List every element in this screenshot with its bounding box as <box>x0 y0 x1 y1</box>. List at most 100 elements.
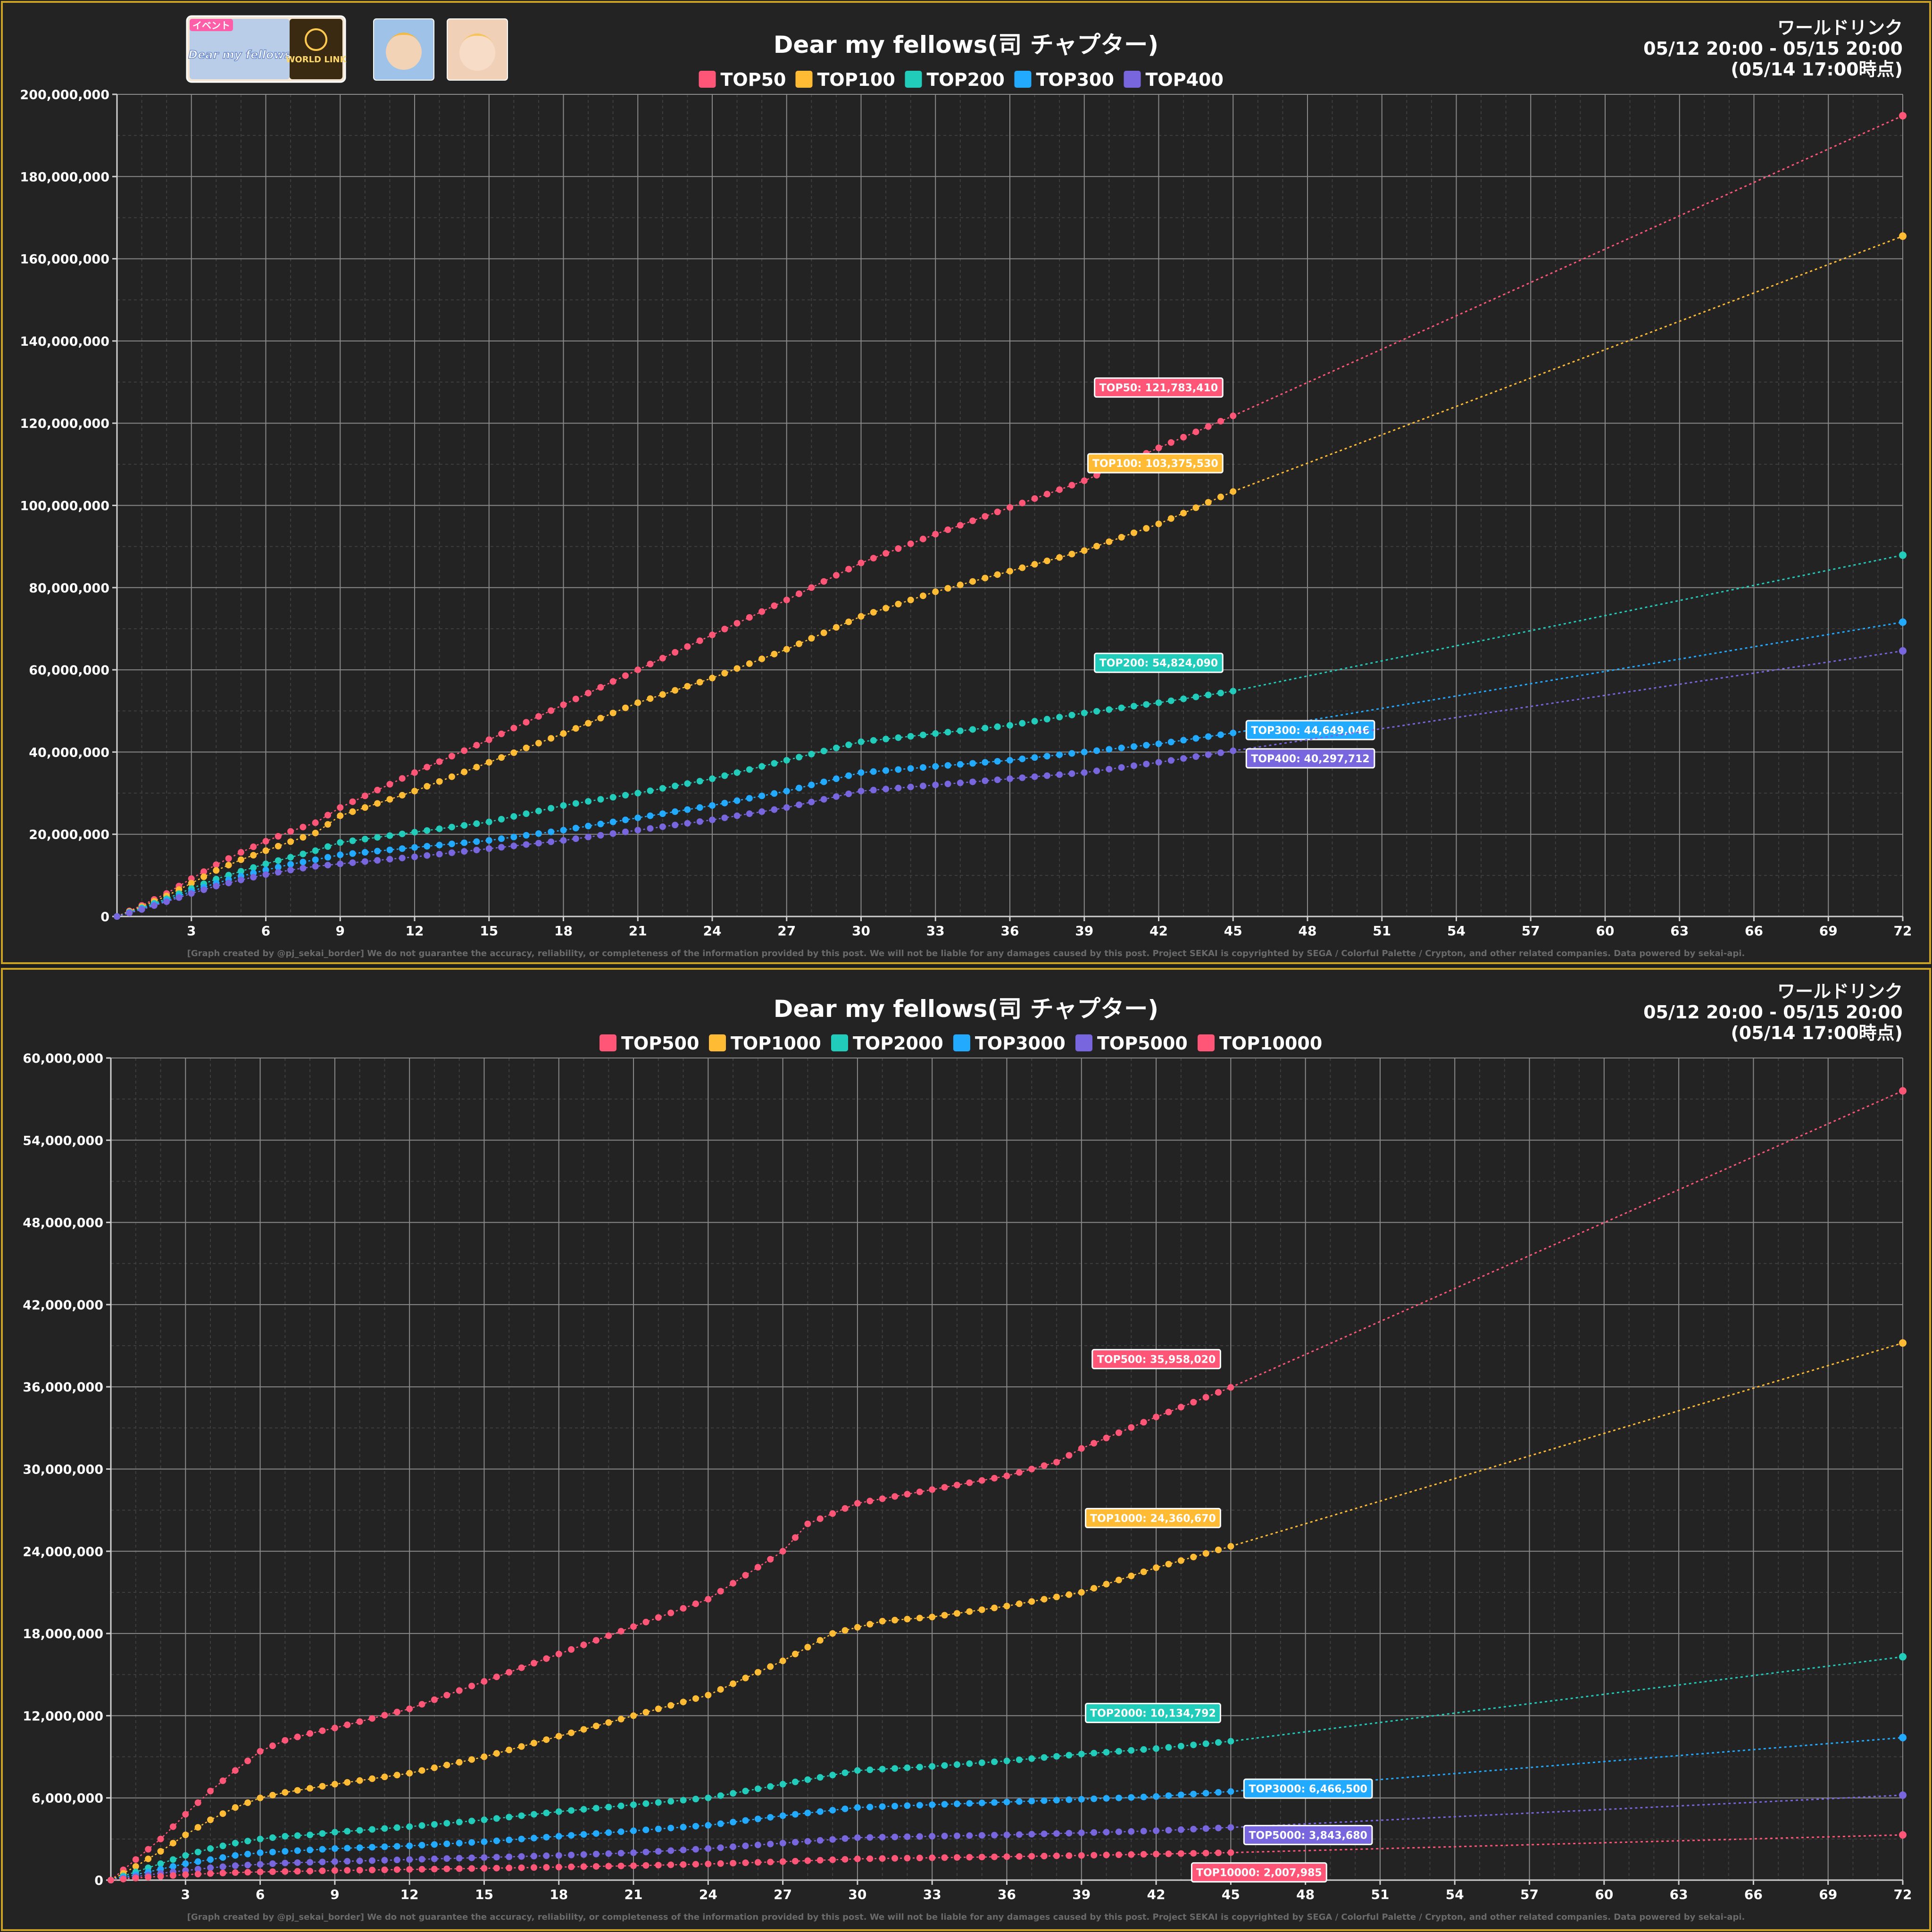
data-point <box>1115 1576 1122 1583</box>
data-point <box>369 1844 376 1851</box>
data-point <box>941 1484 948 1491</box>
legend-item-top5000: TOP5000 <box>1075 1033 1188 1054</box>
data-point <box>1056 486 1063 493</box>
data-point <box>1165 1408 1172 1416</box>
x-tick-label: 63 <box>1670 923 1689 939</box>
data-point <box>982 759 989 766</box>
data-point <box>829 1836 836 1843</box>
legend-swatch <box>795 71 813 88</box>
data-point <box>319 1858 326 1865</box>
x-tick-label: 48 <box>1299 923 1317 939</box>
data-point <box>771 650 778 658</box>
data-point <box>225 862 232 869</box>
data-point <box>381 1857 388 1864</box>
x-tick-label: 6 <box>261 923 270 939</box>
value-label-text: TOP100: 103,375,530 <box>1092 458 1218 470</box>
data-point <box>530 1834 537 1841</box>
data-point <box>1016 1798 1023 1805</box>
data-point <box>356 1857 363 1865</box>
data-point <box>833 624 840 631</box>
data-point <box>1066 1452 1073 1459</box>
data-point <box>1093 708 1100 715</box>
data-point <box>1202 1394 1209 1401</box>
value-label-text: TOP5000: 3,843,680 <box>1249 1830 1367 1841</box>
data-point <box>655 1862 662 1869</box>
data-point <box>1177 1826 1184 1833</box>
data-point <box>473 838 480 845</box>
value-label-box <box>1243 1824 1373 1845</box>
data-point <box>506 1747 513 1754</box>
data-point <box>1068 711 1075 718</box>
data-point <box>642 1709 650 1716</box>
data-point <box>966 1854 973 1861</box>
data-point <box>783 596 790 603</box>
data-point <box>845 618 852 625</box>
data-point <box>580 1831 587 1838</box>
data-point <box>555 1833 562 1840</box>
data-point <box>779 1840 786 1847</box>
data-point <box>493 1837 500 1844</box>
data-point <box>468 1854 475 1861</box>
data-point <box>796 640 803 647</box>
data-point <box>399 791 406 799</box>
data-point <box>393 1843 400 1850</box>
data-point <box>746 766 753 773</box>
data-point <box>1066 1830 1073 1837</box>
data-point <box>498 816 505 823</box>
data-point <box>344 1828 351 1835</box>
data-point <box>991 1758 998 1765</box>
data-point <box>114 913 120 920</box>
value-label: TOP50: 121,783,410 <box>1094 377 1224 398</box>
x-tick-label: 54 <box>1446 1887 1464 1902</box>
legend-item-top500: TOP500 <box>600 1033 699 1054</box>
data-point <box>705 1794 712 1801</box>
data-point <box>585 798 592 805</box>
data-point <box>1167 757 1174 764</box>
data-point <box>634 699 641 706</box>
data-point <box>182 1832 189 1839</box>
data-point <box>1019 500 1026 507</box>
data-point <box>742 1788 749 1795</box>
data-point <box>381 1712 388 1719</box>
data-point <box>275 833 282 840</box>
data-point <box>833 793 840 800</box>
data-point <box>1130 743 1137 750</box>
x-tick-label: 48 <box>1296 1887 1315 1902</box>
data-point <box>1155 759 1162 766</box>
data-point <box>319 1846 326 1853</box>
projection-point <box>1899 1733 1907 1741</box>
data-point <box>742 1674 749 1682</box>
grid <box>110 1058 1903 1881</box>
data-point <box>213 861 220 868</box>
data-point <box>1091 1585 1098 1592</box>
data-point <box>572 824 579 832</box>
data-point <box>941 1612 948 1619</box>
data-point <box>659 785 666 792</box>
data-point <box>680 1797 687 1804</box>
data-point <box>381 1843 388 1850</box>
x-tick-label: 54 <box>1447 923 1466 939</box>
data-point <box>518 1743 525 1750</box>
data-point <box>418 1822 425 1829</box>
data-point <box>1016 1756 1023 1763</box>
data-point <box>468 1817 475 1824</box>
data-point <box>771 602 778 609</box>
series-top500: TOP500: 35,958,020 <box>108 1087 1907 1883</box>
data-point <box>473 741 480 749</box>
data-point <box>730 1790 737 1797</box>
data-point <box>941 1762 948 1769</box>
data-point <box>399 830 406 837</box>
event-tag-bg <box>190 19 233 31</box>
character-card-1 <box>373 18 434 81</box>
y-tick-label: 40,000,000 <box>29 745 109 760</box>
data-point <box>854 1500 861 1507</box>
data-point <box>232 1804 239 1811</box>
data-point <box>523 841 530 848</box>
data-point <box>932 588 939 595</box>
data-point <box>506 1814 513 1821</box>
data-point <box>219 1810 226 1817</box>
data-point <box>730 1860 737 1867</box>
data-point <box>1103 1795 1110 1802</box>
data-point <box>361 804 368 811</box>
